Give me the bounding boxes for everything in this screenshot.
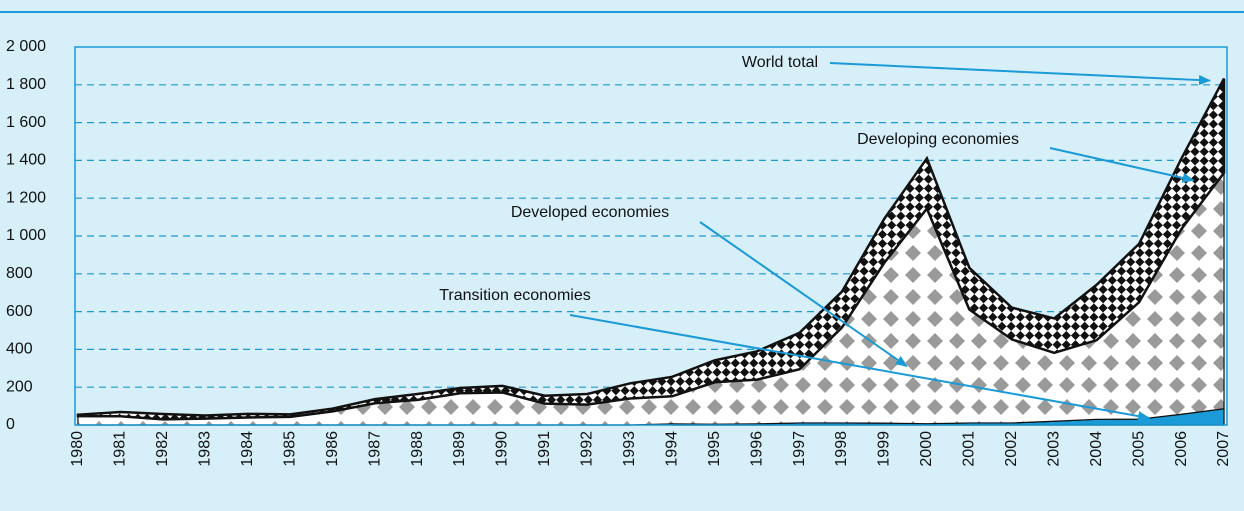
annotation: World total <box>742 54 818 71</box>
x-tick-label: 2005 <box>1130 431 1147 467</box>
x-tick-label: 2006 <box>1173 431 1190 467</box>
plot-frame <box>74 46 1228 426</box>
x-tick-label: 1980 <box>69 431 86 467</box>
y-tick-label: 800 <box>6 265 33 282</box>
annotation: Transition economies <box>439 287 590 304</box>
x-tick-label: 1999 <box>876 431 893 467</box>
x-tick-label: 2004 <box>1088 431 1105 467</box>
x-tick-label: 1990 <box>494 431 511 467</box>
y-tick-label: 400 <box>6 341 33 358</box>
annotation-arrow <box>829 62 1211 86</box>
x-tick-label: 2001 <box>961 431 978 467</box>
annotation: Developing economies <box>857 131 1019 148</box>
x-tick-label: 2003 <box>1045 431 1062 467</box>
x-tick-label: 1998 <box>833 431 850 467</box>
y-tick-label: 600 <box>6 303 33 320</box>
annotation-arrow <box>1049 147 1195 183</box>
x-tick-label: 2000 <box>918 431 935 467</box>
annotation-arrow <box>699 221 908 368</box>
y-tick-label: 200 <box>6 378 33 395</box>
x-tick-label: 1994 <box>663 431 680 467</box>
x-tick-label: 2007 <box>1215 431 1232 467</box>
x-tick-label: 1993 <box>621 431 638 467</box>
x-tick-label: 1989 <box>451 431 468 467</box>
x-tick-label: 1981 <box>112 431 129 467</box>
y-tick-label: 1 600 <box>6 114 46 131</box>
x-tick-label: 1996 <box>748 431 765 467</box>
annotation: Developed economies <box>511 204 669 221</box>
x-tick-label: 1985 <box>281 431 298 467</box>
annotation-arrow <box>569 314 1151 421</box>
x-tick-label: 1988 <box>409 431 426 467</box>
x-tick-label: 1982 <box>154 431 171 467</box>
area <box>76 77 1226 421</box>
x-tick-label: 1995 <box>706 431 723 467</box>
x-tick-label: 1986 <box>324 431 341 467</box>
y-tick-label: 1 000 <box>6 227 46 244</box>
y-tick-label: 1 200 <box>6 189 46 206</box>
x-tick-label: 1992 <box>579 431 596 467</box>
y-tick-label: 1 800 <box>6 76 46 93</box>
x-tick-label: 2002 <box>1003 431 1020 467</box>
x-tick-label: 1987 <box>366 431 383 467</box>
y-tick-label: 1 400 <box>6 152 46 169</box>
x-tick-label: 1983 <box>197 431 214 467</box>
y-tick-label: 2 000 <box>6 38 46 55</box>
x-tick-label: 1997 <box>791 431 808 467</box>
x-tick-label: 1984 <box>239 431 256 467</box>
x-tick-label: 1991 <box>536 431 553 467</box>
y-tick-label: 0 <box>6 416 15 433</box>
